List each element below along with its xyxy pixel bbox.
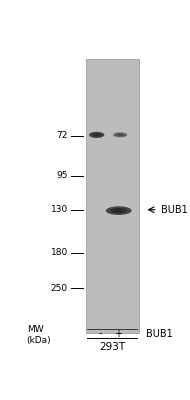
Ellipse shape	[92, 133, 102, 137]
Text: MW
(kDa): MW (kDa)	[27, 325, 51, 344]
Text: 130: 130	[51, 205, 68, 214]
Ellipse shape	[114, 209, 123, 212]
Ellipse shape	[110, 208, 127, 214]
Text: 180: 180	[51, 248, 68, 257]
Text: 293T: 293T	[99, 342, 125, 352]
Ellipse shape	[89, 132, 104, 138]
Text: -: -	[99, 328, 102, 338]
Text: 95: 95	[56, 171, 68, 180]
Text: BUB1: BUB1	[161, 205, 188, 215]
Ellipse shape	[94, 134, 99, 136]
Ellipse shape	[116, 133, 125, 136]
Text: +: +	[114, 328, 123, 338]
Ellipse shape	[118, 134, 123, 136]
Text: 250: 250	[51, 284, 68, 293]
Text: 72: 72	[57, 131, 68, 140]
Text: BUB1: BUB1	[146, 328, 173, 338]
Bar	[86, 59, 139, 333]
Ellipse shape	[106, 206, 132, 215]
Ellipse shape	[113, 132, 127, 137]
